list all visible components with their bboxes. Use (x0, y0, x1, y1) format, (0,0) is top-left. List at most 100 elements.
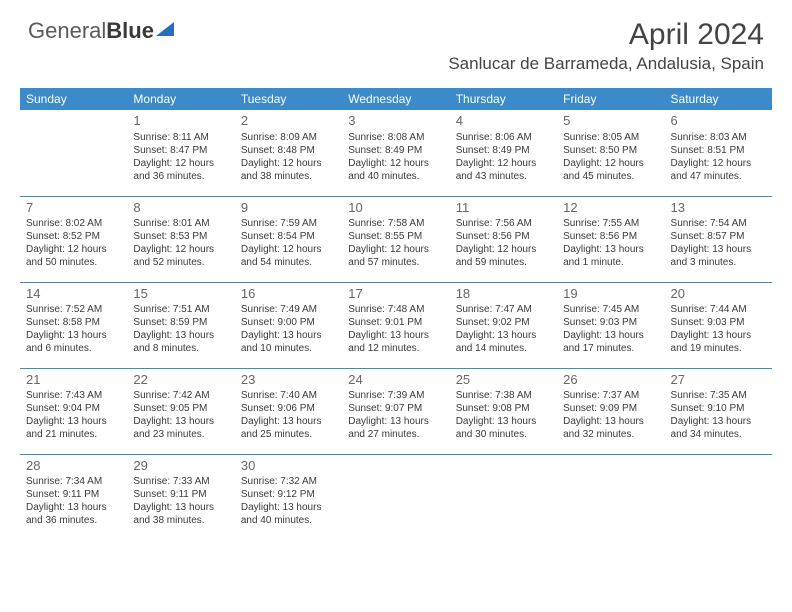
calendar-week-row: 7Sunrise: 8:02 AMSunset: 8:52 PMDaylight… (20, 196, 772, 282)
calendar-day-cell: 8Sunrise: 8:01 AMSunset: 8:53 PMDaylight… (127, 196, 234, 282)
calendar-day-cell: 26Sunrise: 7:37 AMSunset: 9:09 PMDayligh… (557, 368, 664, 454)
weekday-header: Saturday (665, 88, 772, 110)
day-number: 7 (26, 200, 121, 217)
sunset-line: Sunset: 8:53 PM (133, 230, 228, 243)
sunrise-line: Sunrise: 7:48 AM (348, 303, 443, 316)
calendar-day-cell: 13Sunrise: 7:54 AMSunset: 8:57 PMDayligh… (665, 196, 772, 282)
calendar-empty-cell (342, 454, 449, 540)
brand-part2: Blue (106, 18, 154, 44)
sunrise-line: Sunrise: 7:51 AM (133, 303, 228, 316)
calendar-day-cell: 6Sunrise: 8:03 AMSunset: 8:51 PMDaylight… (665, 110, 772, 196)
day-number: 28 (26, 458, 121, 475)
calendar-empty-cell (450, 454, 557, 540)
sunrise-line: Sunrise: 8:06 AM (456, 131, 551, 144)
calendar-day-cell: 9Sunrise: 7:59 AMSunset: 8:54 PMDaylight… (235, 196, 342, 282)
daylight-line: Daylight: 13 hours and 38 minutes. (133, 501, 228, 527)
day-number: 24 (348, 372, 443, 389)
weekday-header: Monday (127, 88, 234, 110)
day-number: 10 (348, 200, 443, 217)
daylight-line: Daylight: 13 hours and 40 minutes. (241, 501, 336, 527)
sunset-line: Sunset: 9:08 PM (456, 402, 551, 415)
daylight-line: Daylight: 13 hours and 36 minutes. (26, 501, 121, 527)
weekday-header: Thursday (450, 88, 557, 110)
calendar-empty-cell (665, 454, 772, 540)
sail-icon (156, 22, 174, 36)
calendar-day-cell: 18Sunrise: 7:47 AMSunset: 9:02 PMDayligh… (450, 282, 557, 368)
day-number: 17 (348, 286, 443, 303)
calendar-day-cell: 12Sunrise: 7:55 AMSunset: 8:56 PMDayligh… (557, 196, 664, 282)
sunset-line: Sunset: 9:00 PM (241, 316, 336, 329)
daylight-line: Daylight: 13 hours and 14 minutes. (456, 329, 551, 355)
day-number: 2 (241, 113, 336, 130)
daylight-line: Daylight: 12 hours and 54 minutes. (241, 243, 336, 269)
sunrise-line: Sunrise: 7:59 AM (241, 217, 336, 230)
day-number: 22 (133, 372, 228, 389)
sunset-line: Sunset: 9:05 PM (133, 402, 228, 415)
calendar-day-cell: 1Sunrise: 8:11 AMSunset: 8:47 PMDaylight… (127, 110, 234, 196)
daylight-line: Daylight: 13 hours and 1 minute. (563, 243, 658, 269)
day-number: 12 (563, 200, 658, 217)
day-number: 5 (563, 113, 658, 130)
daylight-line: Daylight: 13 hours and 10 minutes. (241, 329, 336, 355)
sunrise-line: Sunrise: 7:37 AM (563, 389, 658, 402)
sunrise-line: Sunrise: 7:40 AM (241, 389, 336, 402)
sunset-line: Sunset: 9:12 PM (241, 488, 336, 501)
calendar-body: 1Sunrise: 8:11 AMSunset: 8:47 PMDaylight… (20, 110, 772, 540)
calendar-week-row: 14Sunrise: 7:52 AMSunset: 8:58 PMDayligh… (20, 282, 772, 368)
calendar-day-cell: 19Sunrise: 7:45 AMSunset: 9:03 PMDayligh… (557, 282, 664, 368)
day-number: 29 (133, 458, 228, 475)
sunrise-line: Sunrise: 8:11 AM (133, 131, 228, 144)
sunrise-line: Sunrise: 7:33 AM (133, 475, 228, 488)
sunrise-line: Sunrise: 7:34 AM (26, 475, 121, 488)
daylight-line: Daylight: 12 hours and 57 minutes. (348, 243, 443, 269)
sunset-line: Sunset: 8:54 PM (241, 230, 336, 243)
day-number: 1 (133, 113, 228, 130)
daylight-line: Daylight: 13 hours and 12 minutes. (348, 329, 443, 355)
sunrise-line: Sunrise: 7:47 AM (456, 303, 551, 316)
calendar-week-row: 1Sunrise: 8:11 AMSunset: 8:47 PMDaylight… (20, 110, 772, 196)
sunset-line: Sunset: 9:11 PM (26, 488, 121, 501)
daylight-line: Daylight: 12 hours and 50 minutes. (26, 243, 121, 269)
day-number: 18 (456, 286, 551, 303)
daylight-line: Daylight: 12 hours and 45 minutes. (563, 157, 658, 183)
weekday-header: Sunday (20, 88, 127, 110)
sunset-line: Sunset: 9:04 PM (26, 402, 121, 415)
sunrise-line: Sunrise: 7:32 AM (241, 475, 336, 488)
calendar-day-cell: 23Sunrise: 7:40 AMSunset: 9:06 PMDayligh… (235, 368, 342, 454)
calendar-empty-cell (20, 110, 127, 196)
sunset-line: Sunset: 8:59 PM (133, 316, 228, 329)
sunset-line: Sunset: 8:58 PM (26, 316, 121, 329)
sunrise-line: Sunrise: 8:05 AM (563, 131, 658, 144)
weekday-header: Friday (557, 88, 664, 110)
daylight-line: Daylight: 13 hours and 32 minutes. (563, 415, 658, 441)
day-number: 9 (241, 200, 336, 217)
calendar-day-cell: 20Sunrise: 7:44 AMSunset: 9:03 PMDayligh… (665, 282, 772, 368)
sunrise-line: Sunrise: 8:02 AM (26, 217, 121, 230)
page-header: GeneralBlue April 2024 Sanlucar de Barra… (0, 0, 792, 80)
daylight-line: Daylight: 13 hours and 30 minutes. (456, 415, 551, 441)
sunrise-line: Sunrise: 8:03 AM (671, 131, 766, 144)
sunset-line: Sunset: 8:52 PM (26, 230, 121, 243)
sunrise-line: Sunrise: 7:49 AM (241, 303, 336, 316)
sunset-line: Sunset: 8:55 PM (348, 230, 443, 243)
day-number: 25 (456, 372, 551, 389)
sunset-line: Sunset: 8:57 PM (671, 230, 766, 243)
sunset-line: Sunset: 8:51 PM (671, 144, 766, 157)
daylight-line: Daylight: 13 hours and 19 minutes. (671, 329, 766, 355)
calendar-day-cell: 29Sunrise: 7:33 AMSunset: 9:11 PMDayligh… (127, 454, 234, 540)
daylight-line: Daylight: 13 hours and 21 minutes. (26, 415, 121, 441)
sunrise-line: Sunrise: 7:44 AM (671, 303, 766, 316)
weekday-header: Tuesday (235, 88, 342, 110)
sunrise-line: Sunrise: 8:08 AM (348, 131, 443, 144)
calendar-day-cell: 5Sunrise: 8:05 AMSunset: 8:50 PMDaylight… (557, 110, 664, 196)
day-number: 26 (563, 372, 658, 389)
daylight-line: Daylight: 13 hours and 25 minutes. (241, 415, 336, 441)
sunrise-line: Sunrise: 7:55 AM (563, 217, 658, 230)
calendar-day-cell: 3Sunrise: 8:08 AMSunset: 8:49 PMDaylight… (342, 110, 449, 196)
calendar-day-cell: 25Sunrise: 7:38 AMSunset: 9:08 PMDayligh… (450, 368, 557, 454)
sunrise-line: Sunrise: 7:39 AM (348, 389, 443, 402)
calendar-day-cell: 7Sunrise: 8:02 AMSunset: 8:52 PMDaylight… (20, 196, 127, 282)
day-number: 27 (671, 372, 766, 389)
sunset-line: Sunset: 9:09 PM (563, 402, 658, 415)
calendar-day-cell: 2Sunrise: 8:09 AMSunset: 8:48 PMDaylight… (235, 110, 342, 196)
